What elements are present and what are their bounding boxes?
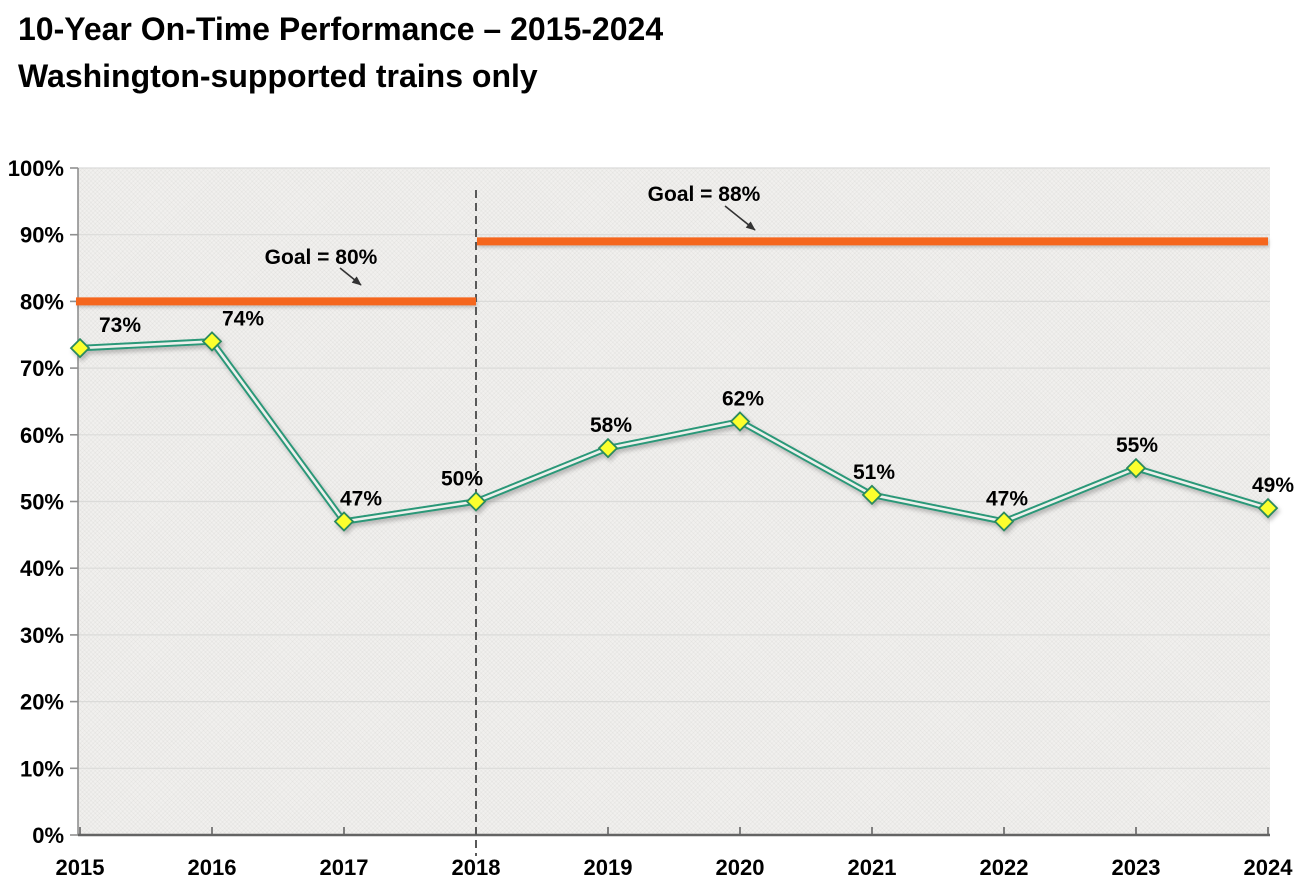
goal-arrow-88 — [724, 205, 756, 231]
data-point-marker-2018 — [465, 491, 487, 512]
data-point-marker-2021 — [861, 484, 883, 506]
series-on-time-performance — [69, 331, 1279, 532]
data-point-marker-2022 — [993, 511, 1015, 532]
y-axis-tick-label-30%: 30% — [20, 623, 64, 648]
chart-title-line1: 10-Year On-Time Performance – 2015-2024 — [18, 11, 664, 47]
data-point-label-2022: 47% — [986, 488, 1028, 511]
data-point-label-2023: 55% — [1116, 434, 1158, 457]
data-point-label-2021: 51% — [853, 461, 895, 484]
y-axis-tick-label-0%: 0% — [32, 823, 64, 848]
goal-arrow-80 — [339, 267, 362, 286]
x-axis-tick-label-2020: 2020 — [716, 855, 765, 880]
goal-label-80: Goal = 80% — [265, 246, 378, 269]
x-axis-tick-label-2023: 2023 — [1112, 855, 1161, 880]
x-axis-tick-label-2017: 2017 — [320, 855, 369, 880]
x-axis-tick-label-2021: 2021 — [848, 855, 897, 880]
x-axis-tick-label-2015: 2015 — [56, 855, 105, 880]
data-point-marker-2019 — [597, 437, 619, 459]
data-point-label-2015: 73% — [99, 314, 141, 337]
data-point-marker-2020 — [729, 411, 751, 432]
y-axis-tick-label-90%: 90% — [20, 223, 64, 248]
data-point-label-2020: 62% — [722, 387, 764, 410]
y-axis-tick-label-10%: 10% — [20, 756, 64, 781]
x-axis-tick-label-2022: 2022 — [980, 855, 1029, 880]
y-axis-tick-label-80%: 80% — [20, 289, 64, 314]
goal-label-88: Goal = 88% — [648, 183, 761, 206]
chart-title: 10-Year On-Time Performance – 2015-2024 … — [18, 6, 663, 100]
data-point-marker-2017 — [333, 511, 355, 532]
series-line-inner — [79, 340, 1269, 523]
chart-title-line2: Washington-supported trains only — [18, 58, 538, 94]
y-axis-tick-label-50%: 50% — [20, 490, 64, 515]
x-axis-tick-label-2018: 2018 — [452, 855, 501, 880]
x-axis-tick-label-2019: 2019 — [584, 855, 633, 880]
y-axis-tick-label-60%: 60% — [20, 423, 64, 448]
x-axis-tick-label-2024: 2024 — [1244, 855, 1294, 880]
data-point-label-2019: 58% — [590, 414, 632, 437]
data-point-label-2017: 47% — [340, 488, 382, 511]
data-point-label-2016: 74% — [222, 307, 264, 330]
data-point-marker-2024 — [1257, 497, 1279, 519]
data-point-marker-2016 — [201, 331, 223, 352]
data-point-label-2018: 50% — [441, 468, 483, 491]
y-axis-tick-label-70%: 70% — [20, 356, 64, 381]
data-point-marker-2015 — [69, 337, 91, 359]
y-axis-tick-label-20%: 20% — [20, 690, 64, 715]
data-point-label-2024: 49% — [1252, 474, 1294, 497]
y-axis-tick-label-100%: 100% — [8, 156, 64, 181]
data-point-marker-2023 — [1125, 457, 1147, 479]
x-axis-tick-label-2016: 2016 — [188, 855, 237, 880]
y-axis-tick-label-40%: 40% — [20, 556, 64, 581]
